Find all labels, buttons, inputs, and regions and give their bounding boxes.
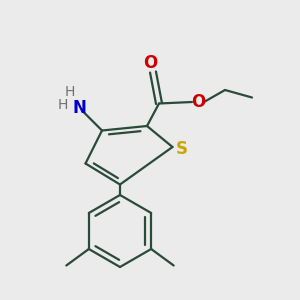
Text: S: S bbox=[176, 140, 188, 158]
Text: O: O bbox=[191, 93, 205, 111]
Text: H: H bbox=[58, 98, 68, 112]
Text: N: N bbox=[73, 99, 86, 117]
Text: H: H bbox=[65, 85, 75, 98]
Text: O: O bbox=[143, 54, 157, 72]
